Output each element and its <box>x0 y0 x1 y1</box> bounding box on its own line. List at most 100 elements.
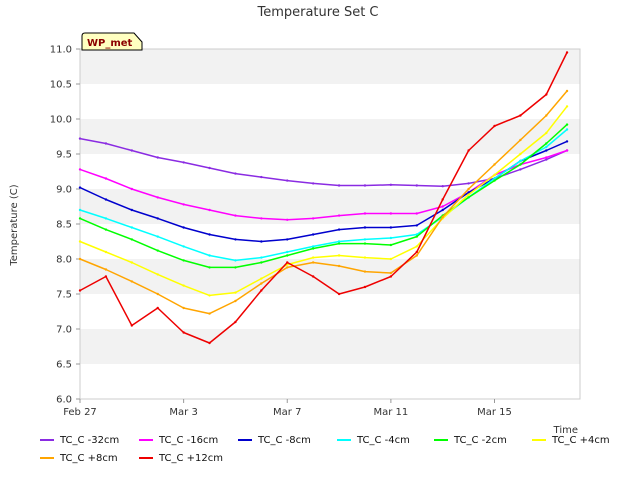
data-point <box>104 268 108 271</box>
data-point <box>441 205 444 208</box>
grid-band <box>80 364 580 399</box>
data-point <box>337 254 341 257</box>
badge-label: WP_met <box>87 38 133 49</box>
data-point <box>104 228 108 231</box>
data-point <box>415 212 418 215</box>
data-point <box>182 245 185 248</box>
data-point <box>130 324 134 327</box>
data-point <box>78 240 82 243</box>
data-point <box>130 280 134 283</box>
data-point <box>415 235 418 238</box>
data-point <box>389 236 393 240</box>
x-tick-label: Mar 7 <box>273 407 301 418</box>
data-point <box>415 224 418 227</box>
data-point <box>260 240 263 243</box>
data-point <box>519 168 522 171</box>
data-point <box>337 264 341 268</box>
data-point <box>130 261 134 264</box>
data-point <box>208 341 211 345</box>
data-point <box>415 254 418 257</box>
data-point <box>286 261 289 264</box>
data-point <box>467 187 470 191</box>
data-point <box>182 259 185 262</box>
data-point <box>545 93 548 96</box>
grid-bands <box>80 49 580 399</box>
data-point <box>311 182 315 185</box>
data-point <box>311 245 315 248</box>
y-tick-label: 8.0 <box>56 255 72 266</box>
data-point <box>208 233 211 236</box>
data-point <box>565 140 569 143</box>
data-point <box>565 123 569 126</box>
data-point <box>78 217 82 220</box>
data-point <box>130 238 134 241</box>
y-tick-label: 6.0 <box>56 395 72 406</box>
data-point <box>389 271 393 275</box>
data-point <box>104 177 108 180</box>
data-point <box>337 184 341 187</box>
data-point <box>337 292 341 296</box>
data-point <box>78 137 82 140</box>
data-point <box>234 259 237 262</box>
data-point <box>208 312 211 315</box>
grid-band <box>80 294 580 329</box>
data-point <box>78 208 82 212</box>
data-point <box>493 177 496 180</box>
data-point <box>286 238 289 241</box>
x-tick-label: Mar 3 <box>169 407 197 418</box>
y-tick-label: 9.0 <box>56 185 72 196</box>
data-point <box>130 187 134 191</box>
data-point <box>363 242 367 245</box>
data-point <box>182 203 185 206</box>
data-point <box>156 217 159 220</box>
data-point <box>208 254 211 257</box>
series-line <box>79 105 568 297</box>
data-point <box>519 114 522 117</box>
data-point <box>130 208 134 212</box>
y-tick-label: 8.5 <box>56 220 72 231</box>
data-point <box>260 256 263 259</box>
data-point <box>311 217 315 220</box>
data-point <box>286 218 289 221</box>
data-point <box>311 261 315 264</box>
data-point <box>208 266 211 269</box>
data-point <box>363 212 367 215</box>
data-point <box>415 184 418 187</box>
chart-title: Temperature Set C <box>256 5 378 20</box>
y-tick-label: 10.5 <box>50 80 72 91</box>
data-point <box>234 266 237 269</box>
data-point <box>286 254 289 257</box>
data-point <box>234 172 237 175</box>
data-point <box>337 214 341 217</box>
data-point <box>156 292 159 296</box>
data-point <box>493 124 496 128</box>
data-point <box>565 149 569 152</box>
data-point <box>311 247 315 250</box>
data-point <box>545 145 548 149</box>
legend-label: TC_C +4cm <box>551 435 610 446</box>
data-point <box>286 266 289 269</box>
data-point <box>389 183 393 186</box>
y-axis-label: Temperature (C) <box>9 184 20 266</box>
data-point <box>260 277 263 280</box>
data-point <box>415 233 418 236</box>
data-point <box>467 182 470 185</box>
data-point <box>182 161 185 164</box>
badge-shape <box>81 32 143 51</box>
data-point <box>286 250 289 254</box>
data-point <box>519 152 522 156</box>
legend-label: TC_C -16cm <box>158 435 218 446</box>
data-point <box>208 208 211 212</box>
data-point <box>260 261 263 264</box>
data-point <box>467 191 470 194</box>
data-point <box>234 214 237 217</box>
data-point <box>78 186 82 189</box>
data-point <box>363 256 367 259</box>
grid-band <box>80 119 580 154</box>
data-point <box>104 142 108 145</box>
data-point <box>441 208 444 212</box>
legend-label: TC_C +8cm <box>59 453 118 464</box>
data-point <box>519 138 522 142</box>
data-point <box>104 198 108 201</box>
x-axis-label: Time <box>553 425 578 436</box>
